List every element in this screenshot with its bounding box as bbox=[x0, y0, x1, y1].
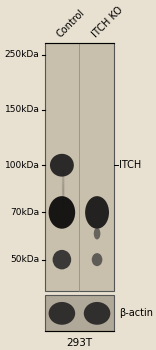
Text: ITCH: ITCH bbox=[119, 160, 141, 170]
Ellipse shape bbox=[62, 208, 64, 210]
Ellipse shape bbox=[53, 250, 71, 270]
Ellipse shape bbox=[62, 205, 64, 208]
Text: ITCH KO: ITCH KO bbox=[90, 5, 124, 40]
Ellipse shape bbox=[62, 174, 64, 177]
Ellipse shape bbox=[49, 302, 75, 325]
FancyBboxPatch shape bbox=[45, 43, 114, 290]
Text: 50kDa: 50kDa bbox=[10, 255, 39, 264]
Text: Control: Control bbox=[55, 8, 87, 40]
Ellipse shape bbox=[49, 196, 75, 229]
Ellipse shape bbox=[50, 154, 74, 177]
Ellipse shape bbox=[62, 197, 64, 199]
Ellipse shape bbox=[62, 191, 64, 194]
Ellipse shape bbox=[62, 180, 64, 183]
Ellipse shape bbox=[62, 188, 64, 191]
Text: 100kDa: 100kDa bbox=[5, 161, 39, 170]
Text: 250kDa: 250kDa bbox=[5, 50, 39, 59]
Ellipse shape bbox=[62, 177, 64, 180]
Ellipse shape bbox=[62, 186, 64, 188]
Ellipse shape bbox=[92, 253, 102, 266]
Ellipse shape bbox=[62, 194, 64, 196]
Ellipse shape bbox=[62, 169, 64, 172]
Ellipse shape bbox=[94, 228, 100, 239]
Ellipse shape bbox=[84, 302, 110, 325]
Ellipse shape bbox=[85, 196, 109, 229]
FancyBboxPatch shape bbox=[45, 295, 114, 331]
Ellipse shape bbox=[62, 172, 64, 174]
Ellipse shape bbox=[62, 202, 64, 205]
Text: 293T: 293T bbox=[66, 338, 92, 348]
Ellipse shape bbox=[62, 199, 64, 202]
Text: 150kDa: 150kDa bbox=[5, 105, 39, 114]
Ellipse shape bbox=[62, 183, 64, 186]
Text: β-actin: β-actin bbox=[119, 308, 153, 319]
Text: 70kDa: 70kDa bbox=[10, 208, 39, 217]
